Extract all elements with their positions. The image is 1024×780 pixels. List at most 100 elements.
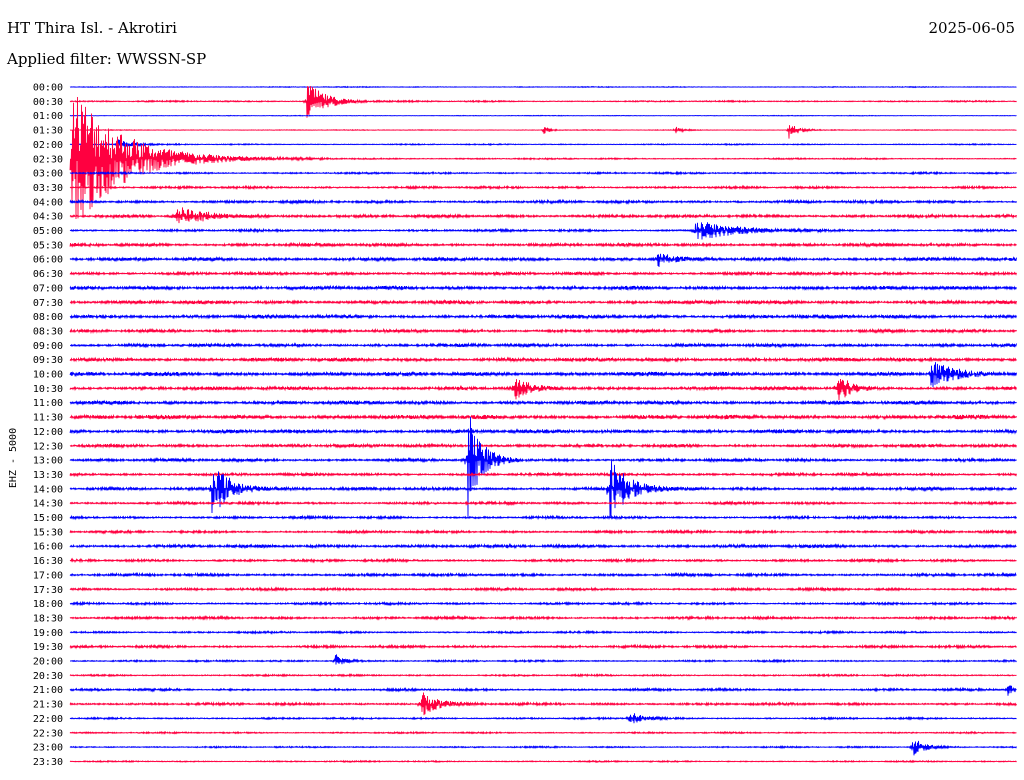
trace-line [69,356,1017,363]
time-tick-label: 02:00 [33,140,63,151]
time-tick-label: 08:00 [33,312,63,323]
trace-line [69,428,1017,435]
trace-line [69,85,1017,89]
trace-line [69,500,1017,507]
time-tick-label: 23:30 [33,757,63,768]
time-tick-label: 03:00 [33,169,63,180]
trace-line [69,270,1017,277]
time-tick-label: 03:30 [33,183,63,194]
time-tick-label: 23:00 [33,743,63,754]
time-tick-label: 19:00 [33,628,63,639]
trace-line [69,759,1017,764]
trace-line [69,86,1017,118]
trace-line [69,207,1017,224]
time-tick-label: 06:30 [33,269,63,280]
trace-line [69,614,1017,621]
time-tick-label: 11:30 [33,413,63,424]
trace-line [69,471,1017,478]
time-tick-label: 16:00 [33,542,63,553]
time-tick-label: 07:30 [33,298,63,309]
trace-line [69,442,1017,450]
time-tick-label: 17:30 [33,585,63,596]
trace-line [69,253,1017,267]
y-axis-label: EHZ - 5000 [8,428,19,488]
trace-line [69,629,1017,635]
trace-line [69,399,1017,407]
time-tick-label: 11:00 [33,398,63,409]
trace-line [69,514,1017,521]
trace-line [69,97,1017,219]
trace-line [69,284,1017,292]
time-tick-label: 21:00 [33,685,63,696]
time-tick-label: 17:00 [33,570,63,581]
time-tick-label: 10:00 [33,370,63,381]
time-tick-label: 01:00 [33,111,63,122]
time-tick-label: 04:30 [33,212,63,223]
trace-line [69,342,1017,349]
time-tick-label: 00:30 [33,97,63,108]
trace-line [69,600,1017,607]
trace-line [69,379,1017,401]
trace-line [69,362,1017,388]
trace-line [69,298,1017,306]
trace-line [69,654,1017,665]
time-tick-label: 18:30 [33,613,63,624]
trace-line [69,643,1017,650]
trace-line [69,571,1017,579]
trace-line [69,114,1017,117]
trace-line [69,740,1017,756]
time-tick-label: 12:00 [33,427,63,438]
time-tick-label: 15:30 [33,527,63,538]
trace-line [69,692,1017,716]
time-tick-label: 22:00 [33,714,63,725]
station-title: HT Thira Isl. - Akrotiri [7,19,177,37]
time-tick-label: 22:30 [33,728,63,739]
trace-line [69,557,1017,564]
trace-line [69,542,1017,550]
trace-line [69,222,1017,240]
time-tick-label: 01:30 [33,126,63,137]
time-tick-label: 12:30 [33,441,63,452]
time-tick-label: 20:30 [33,671,63,682]
trace-line [69,313,1017,321]
trace-line [69,416,1017,518]
trace-line [69,125,1017,139]
time-tick-label: 06:00 [33,255,63,266]
trace-line [69,672,1017,678]
time-tick-label: 00:00 [33,83,63,94]
trace-line [69,327,1017,335]
time-tick-label: 02:30 [33,154,63,165]
trace-line [69,170,1017,176]
trace-line [69,413,1017,421]
time-tick-label: 19:30 [33,642,63,653]
time-tick-label: 05:00 [33,226,63,237]
time-tick-label: 07:00 [33,283,63,294]
filter-label: Applied filter: WWSSN-SP [7,50,207,68]
time-tick-label: 13:00 [33,456,63,467]
trace-line [69,198,1017,205]
time-tick-label: 13:30 [33,470,63,481]
trace-line [69,139,1017,149]
time-tick-label: 09:00 [33,341,63,352]
trace-line [69,685,1017,696]
time-tick-label: 20:00 [33,657,63,668]
time-tick-label: 14:30 [33,499,63,510]
trace-line [69,241,1017,249]
time-tick-label: 04:00 [33,197,63,208]
time-tick-label: 14:00 [33,484,63,495]
time-tick-label: 10:30 [33,384,63,395]
time-tick-label: 21:30 [33,700,63,711]
time-tick-label: 16:30 [33,556,63,567]
time-tick-label: 15:00 [33,513,63,524]
trace-line [69,184,1017,191]
time-tick-label: 08:30 [33,326,63,337]
time-tick-label: 09:30 [33,355,63,366]
trace-line [69,586,1017,593]
trace-line [69,528,1017,535]
plot-date: 2025-06-05 [928,19,1015,37]
trace-line [69,730,1017,735]
time-tick-label: 05:30 [33,240,63,251]
trace-line [69,713,1017,724]
time-tick-label: 18:00 [33,599,63,610]
